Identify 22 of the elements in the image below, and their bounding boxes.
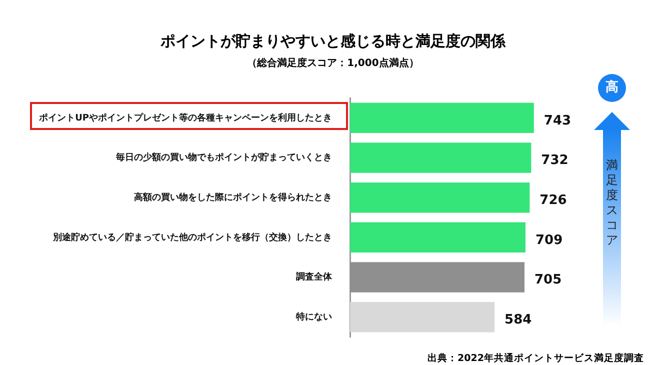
data-label: 584 — [504, 312, 532, 328]
source-note: 出典：2022年共通ポイントサービス満足度調査 — [428, 352, 644, 365]
chart-subtitle: （総合満足度スコア：1,000点満点） — [246, 56, 420, 70]
y-tick-label: ポイントUPやポイントプレゼント等の各種キャンペーンを利用したとき — [38, 112, 332, 124]
data-label: 732 — [541, 153, 568, 168]
data-label: 709 — [535, 232, 563, 248]
y-tick-label: 別途貯めている／貯まっていた他のポイントを移行（交換）したとき — [52, 232, 332, 243]
text: 満足度スコア — [605, 158, 619, 248]
data-label: 726 — [540, 192, 567, 208]
circle-badge: 高 — [598, 74, 626, 102]
bar — [350, 302, 495, 332]
bar — [350, 102, 534, 134]
y-tick-label: 調査全体 — [295, 272, 333, 283]
bar — [350, 182, 530, 213]
chart-title: ポイントが貯まりやすいと感じる時と満足度の関係 — [160, 32, 507, 51]
y-tick-label: 高額の買い物をした際にポイントを得られたとき — [134, 192, 332, 203]
y-tick-label: 毎日の少額の買い物でもポイントが貯まっていくとき — [115, 152, 332, 164]
data-label: 705 — [534, 272, 562, 288]
y-tick-label: 特にない — [295, 311, 332, 322]
bar — [350, 142, 532, 173]
data-label: 743 — [544, 113, 572, 128]
bar — [350, 222, 526, 253]
